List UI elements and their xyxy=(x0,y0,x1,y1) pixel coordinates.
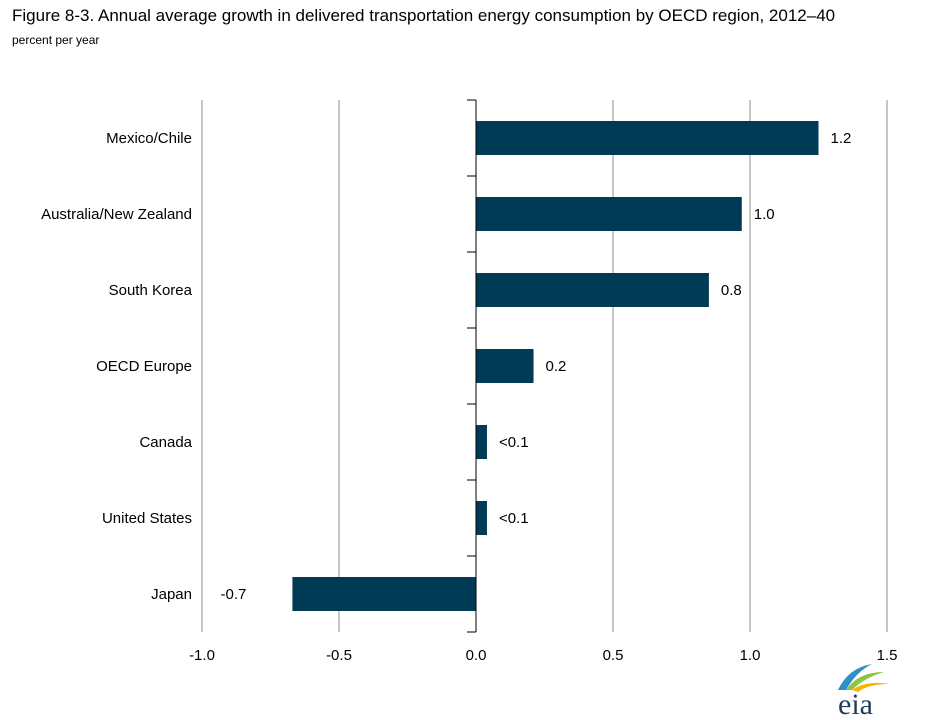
data-label: 1.0 xyxy=(754,206,775,223)
category-label: United States xyxy=(102,510,192,527)
data-label: 0.2 xyxy=(546,358,567,375)
x-tick-label: 1.5 xyxy=(877,647,898,664)
data-label: 0.8 xyxy=(721,282,742,299)
category-label: Japan xyxy=(151,586,192,603)
x-tick-label: 0.0 xyxy=(466,647,487,664)
category-label: OECD Europe xyxy=(96,358,192,375)
bar xyxy=(476,273,709,307)
chart-subtitle: percent per year xyxy=(12,33,100,47)
data-label: <0.1 xyxy=(499,434,529,451)
category-label: South Korea xyxy=(109,282,193,299)
logo-text: eia xyxy=(838,688,873,720)
data-label: <0.1 xyxy=(499,510,529,527)
category-label: Australia/New Zealand xyxy=(41,206,192,223)
category-label: Mexico/Chile xyxy=(106,130,192,147)
eia-logo: eia xyxy=(838,664,890,720)
labels: -1.0 -0.5 0.0 0.5 1.0 1.5 Mexico/Chile 1.2 Austr… xyxy=(41,130,897,664)
x-tick-label: -1.0 xyxy=(189,647,215,664)
bar xyxy=(476,425,487,459)
logo-leaf-1 xyxy=(838,664,872,690)
bar xyxy=(476,197,742,231)
x-tick-label: 0.5 xyxy=(603,647,624,664)
bar xyxy=(476,121,819,155)
gridlines xyxy=(201,100,888,632)
data-label: 1.2 xyxy=(831,130,852,147)
logo-leaf-2 xyxy=(846,672,884,690)
bar xyxy=(476,501,487,535)
bars xyxy=(292,121,819,611)
x-tick-label: -0.5 xyxy=(326,647,352,664)
bar xyxy=(476,349,534,383)
chart-title: Figure 8-3. Annual average growth in del… xyxy=(12,6,836,25)
logo-leaf-3 xyxy=(852,682,890,692)
category-label: Canada xyxy=(139,434,192,451)
axes xyxy=(467,99,477,633)
bar xyxy=(292,577,476,611)
x-tick-label: 1.0 xyxy=(740,647,761,664)
data-label: -0.7 xyxy=(221,586,247,603)
